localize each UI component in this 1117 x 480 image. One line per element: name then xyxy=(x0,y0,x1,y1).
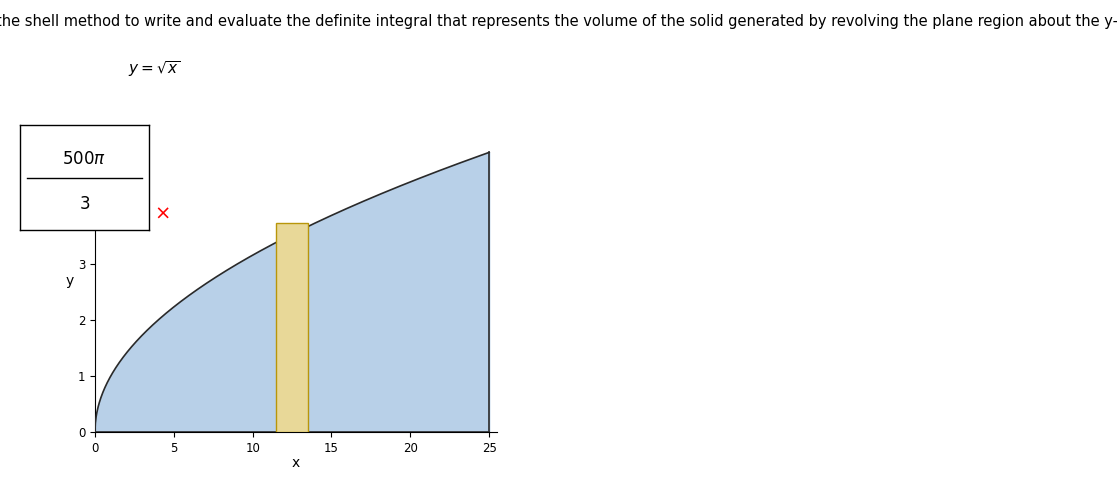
Y-axis label: y: y xyxy=(65,274,74,288)
Text: $y = \sqrt{x}$: $y = \sqrt{x}$ xyxy=(128,60,181,79)
Text: $\times$: $\times$ xyxy=(154,204,170,223)
X-axis label: x: x xyxy=(292,456,300,470)
Bar xyxy=(276,223,308,432)
Text: Use the shell method to write and evaluate the definite integral that represents: Use the shell method to write and evalua… xyxy=(0,14,1117,29)
Text: $3$: $3$ xyxy=(78,195,90,213)
Text: $500\pi$: $500\pi$ xyxy=(63,150,106,168)
